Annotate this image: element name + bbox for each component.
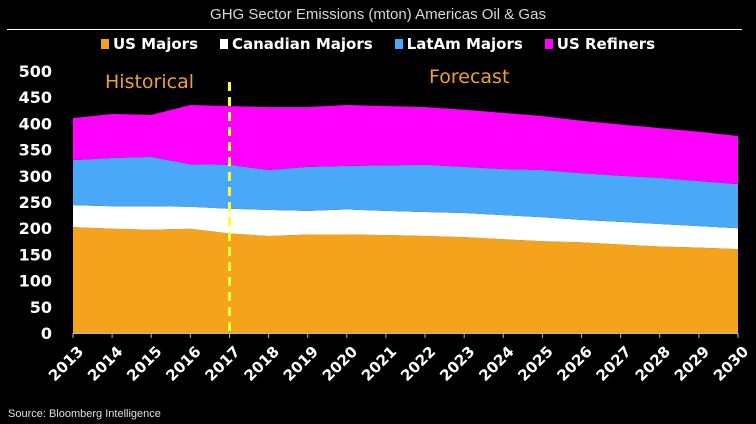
x-tick-label: 2027 [593, 343, 635, 385]
legend-swatch [220, 39, 228, 49]
legend-swatch [394, 39, 403, 49]
x-axis: 2013201420152016201720182019202020212022… [45, 333, 752, 385]
x-tick-label: 2029 [671, 343, 713, 385]
y-tick-label: 200 [19, 219, 52, 238]
legend-swatch [100, 39, 109, 49]
legend-item-us-refiners: US Refiners [544, 35, 656, 53]
x-tick-label: 2016 [162, 343, 204, 385]
x-tick-label: 2014 [84, 343, 126, 385]
legend-label: US Refiners [556, 35, 656, 53]
areas-layer [73, 105, 738, 333]
x-tick-label: 2021 [358, 343, 400, 385]
y-tick-label: 50 [30, 298, 52, 317]
y-tick-label: 300 [19, 167, 52, 186]
legend-label: LatAm Majors [406, 35, 523, 53]
y-tick-label: 450 [19, 88, 52, 107]
chart-title: GHG Sector Emissions (mton) Americas Oil… [210, 6, 546, 23]
area-us-refiners [73, 105, 738, 185]
annotation-forecast: Forecast [429, 66, 509, 88]
y-tick-label: 100 [19, 272, 52, 291]
x-tick-label: 2022 [397, 343, 439, 385]
area-canadian-majors [73, 205, 738, 250]
x-tick-label: 2017 [201, 343, 243, 385]
area-us-majors [73, 227, 738, 333]
annotation-historical: Historical [105, 71, 194, 93]
legend-label: Canadian Majors [232, 35, 373, 53]
legend-item-us-majors: US Majors [100, 35, 198, 53]
x-tick-label: 2028 [632, 343, 674, 385]
x-tick-label: 2030 [710, 343, 752, 385]
x-tick-label: 2023 [436, 343, 478, 385]
x-tick-label: 2015 [123, 343, 165, 385]
x-tick-label: 2024 [475, 343, 517, 385]
legend-item-canadian-majors: Canadian Majors [220, 35, 373, 53]
x-tick-label: 2018 [241, 343, 283, 385]
legend-item-latam-majors: LatAm Majors [394, 35, 523, 53]
y-tick-label: 150 [19, 245, 52, 264]
y-tick-label: 400 [19, 114, 52, 133]
source-note: Source: Bloomberg Intelligence [8, 408, 161, 420]
legend-label: US Majors [112, 35, 198, 53]
x-tick-label: 2025 [514, 343, 556, 385]
x-tick-label: 2020 [319, 343, 361, 385]
x-tick-label: 2019 [280, 343, 322, 385]
y-tick-label: 500 [19, 62, 52, 81]
x-tick-label: 2026 [554, 343, 596, 385]
area-latam-majors [73, 156, 738, 229]
y-tick-label: 0 [41, 324, 52, 343]
y-tick-label: 350 [19, 141, 52, 160]
y-axis: 0 50 100 150 200 250 300 350 400 450 500 [19, 62, 52, 343]
y-tick-label: 250 [19, 193, 52, 212]
legend: US Majors Canadian Majors LatAm Majors U… [0, 35, 756, 53]
legend-swatch [544, 39, 553, 49]
title-divider [7, 29, 742, 30]
x-tick-label: 2013 [45, 343, 87, 385]
